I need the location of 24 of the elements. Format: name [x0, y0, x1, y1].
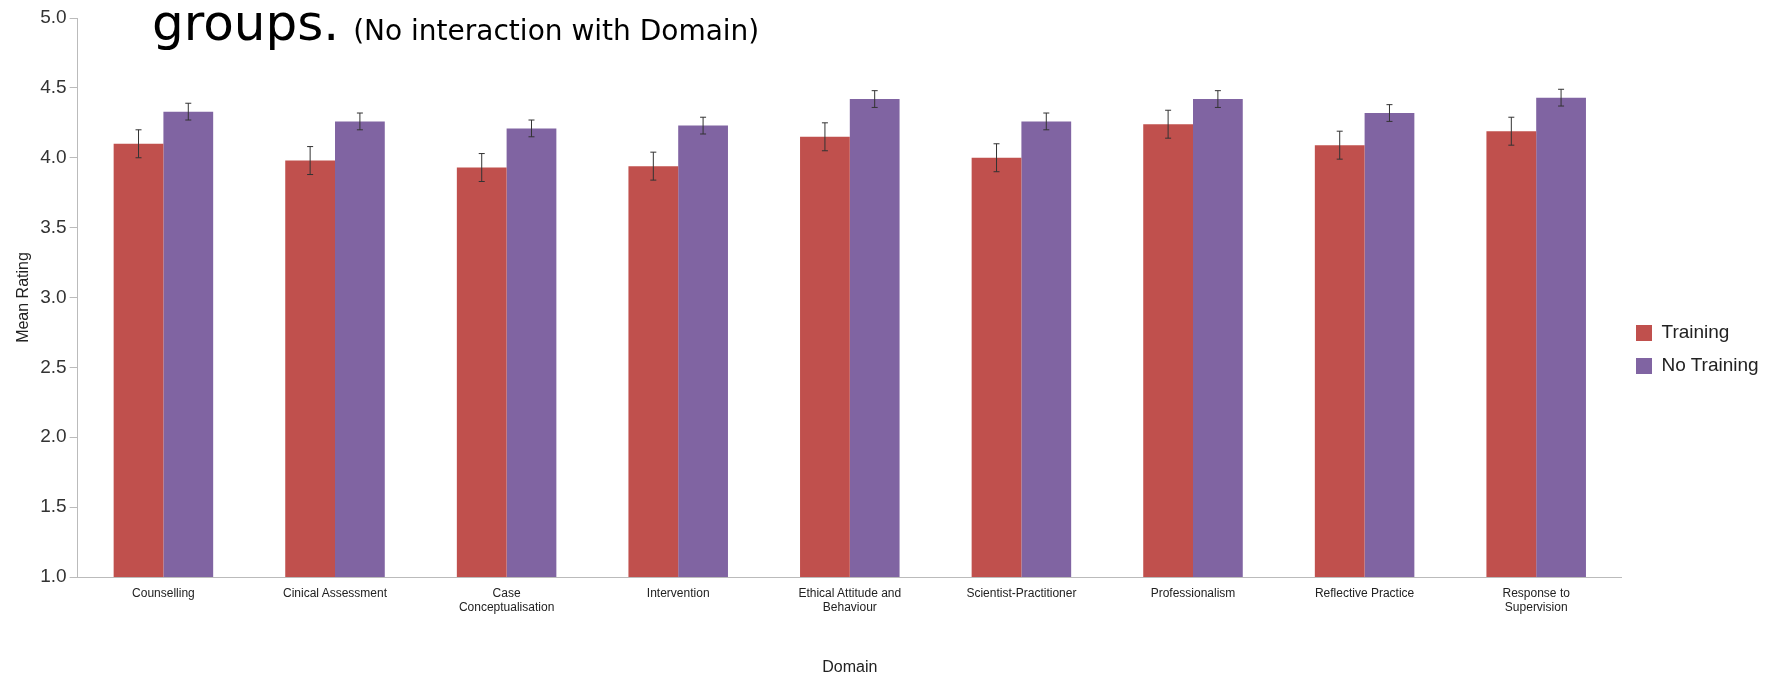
x-tick-label: Scientist-Practitioner — [966, 585, 1077, 600]
x-tick-label: Intervention — [646, 585, 710, 600]
legend-label: No Training — [1661, 354, 1759, 376]
x-tick-label: Response to Supervision — [1502, 585, 1571, 614]
y-tick-label: 1.0 — [40, 565, 67, 587]
y-tick-label: 4.0 — [40, 145, 67, 167]
y-axis-title: Mean Rating — [14, 252, 32, 343]
x-axis-title: Domain — [822, 657, 878, 675]
x-tick-label: Professionalism — [1150, 585, 1236, 600]
x-tick-label: Ethical Attitude and Behaviour — [798, 585, 902, 614]
y-tick-label: 3.5 — [40, 215, 67, 237]
x-tick-label: Reflective Practice — [1314, 585, 1415, 600]
x-tick-label: Counselling — [132, 585, 195, 600]
y-tick-label: 4.5 — [40, 76, 67, 98]
y-tick-label: 2.5 — [40, 355, 67, 377]
chart-title: groups. — [152, 0, 340, 52]
legend-label: Training — [1661, 321, 1730, 343]
x-tick-label: Case Conceptualisation — [458, 585, 555, 614]
chart-subtitle: (No interaction with Domain) — [353, 14, 760, 47]
x-tick-label: Cinical Assessment — [282, 585, 388, 600]
y-tick-label: 3.0 — [40, 285, 67, 307]
y-tick-label: 2.0 — [40, 425, 67, 447]
y-tick-label: 1.5 — [40, 495, 67, 517]
y-tick-label: 5.0 — [40, 6, 67, 28]
